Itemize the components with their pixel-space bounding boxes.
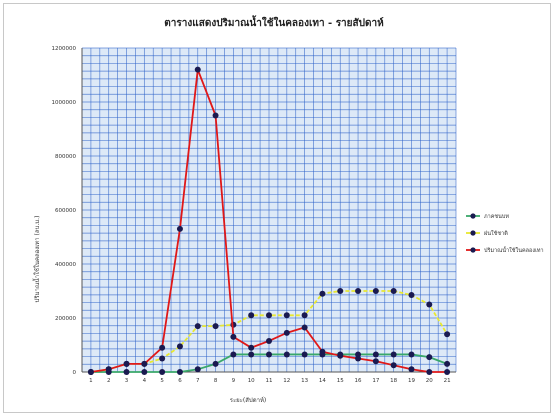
x-tick-label: 6 xyxy=(178,378,182,384)
x-tick-label: 2 xyxy=(107,378,111,384)
data-point xyxy=(212,323,219,330)
data-point xyxy=(266,351,272,358)
x-tick-label: 5 xyxy=(160,378,164,384)
data-point xyxy=(337,352,344,359)
x-tick-label: 8 xyxy=(214,378,218,384)
data-point xyxy=(301,351,308,358)
data-point xyxy=(408,366,415,373)
data-point xyxy=(212,360,219,367)
data-point xyxy=(444,360,451,367)
x-tick-label: 17 xyxy=(372,378,379,384)
data-point xyxy=(141,369,148,375)
legend-swatch-marker xyxy=(470,213,476,219)
data-point xyxy=(176,225,183,232)
data-point xyxy=(426,369,433,375)
data-point xyxy=(372,358,379,365)
data-point xyxy=(230,351,237,358)
data-point xyxy=(408,351,415,358)
x-tick-label: 14 xyxy=(319,378,326,384)
data-point xyxy=(408,292,415,299)
data-point xyxy=(444,369,451,375)
data-point xyxy=(194,323,201,330)
data-point xyxy=(159,344,166,351)
data-point xyxy=(426,354,433,361)
data-point xyxy=(355,355,362,362)
data-point xyxy=(390,288,397,294)
legend-label: ภาคชนบท xyxy=(484,213,509,220)
series-group xyxy=(87,66,451,375)
x-tick-label: 15 xyxy=(337,378,344,384)
data-point xyxy=(123,369,130,375)
x-tick-label: 10 xyxy=(248,378,255,384)
data-point xyxy=(319,290,326,297)
data-point xyxy=(337,288,344,294)
data-point xyxy=(355,288,362,294)
data-point xyxy=(105,366,112,373)
y-axis-label: ปริมาณน้ำใช้ในคลองเทา (ลบ.ม.) xyxy=(31,216,41,303)
legend-swatch-marker xyxy=(470,247,476,253)
x-tick-label: 4 xyxy=(143,378,147,384)
data-point xyxy=(372,288,379,294)
x-tick-label: 18 xyxy=(390,378,397,384)
data-point xyxy=(283,312,290,319)
data-point xyxy=(159,355,166,362)
x-tick-label: 16 xyxy=(355,378,362,384)
data-point xyxy=(283,351,290,358)
data-point xyxy=(194,66,201,73)
x-tick-label: 1 xyxy=(89,378,93,384)
chart-frame: ตารางแสดงปริมาณน้ำใช้ในคลองเทา - รายสัปด… xyxy=(3,3,551,413)
y-tick-label: 600000 xyxy=(55,208,76,214)
x-axis-label: ระยะ(สัปดาห์) xyxy=(230,396,267,404)
legend-label: ฝนใช้ชาติ xyxy=(484,230,508,237)
data-point xyxy=(194,366,201,373)
data-point xyxy=(283,329,290,336)
data-point xyxy=(87,369,94,375)
x-tick-label: 12 xyxy=(283,378,290,384)
data-point xyxy=(301,312,308,319)
data-point xyxy=(390,351,397,358)
y-tick-label: 1200000 xyxy=(52,46,77,52)
data-point xyxy=(444,331,451,338)
data-point xyxy=(176,369,183,375)
y-tick-label: 1000000 xyxy=(52,100,77,106)
data-point xyxy=(266,337,272,344)
data-point xyxy=(141,360,148,367)
data-point xyxy=(390,362,397,369)
x-tick-label: 11 xyxy=(266,378,273,384)
data-point xyxy=(426,301,433,308)
data-point xyxy=(248,351,255,358)
series-group xyxy=(87,351,451,375)
data-point xyxy=(372,351,379,358)
data-point xyxy=(248,344,255,351)
data-point xyxy=(176,343,183,350)
x-tick-label: 19 xyxy=(408,378,415,384)
y-tick-label: 200000 xyxy=(55,316,76,322)
x-tick-label: 20 xyxy=(426,378,433,384)
data-point xyxy=(266,312,272,319)
legend-label: ปริมาณน้ำใช้ในคลองเทา xyxy=(484,246,544,254)
chart-title: ตารางแสดงปริมาณน้ำใช้ในคลองเทา - รายสัปด… xyxy=(164,15,384,29)
x-tick-label: 9 xyxy=(232,378,236,384)
x-tick-label: 13 xyxy=(301,378,308,384)
data-point xyxy=(319,348,326,355)
x-tick-label: 7 xyxy=(196,378,200,384)
data-point xyxy=(159,369,166,375)
data-point xyxy=(301,324,308,331)
line-chart: ตารางแสดงปริมาณน้ำใช้ในคลองเทา - รายสัปด… xyxy=(31,15,544,404)
legend-swatch-marker xyxy=(470,230,476,236)
data-point xyxy=(123,360,130,367)
x-tick-label: 21 xyxy=(444,378,451,384)
y-tick-label: 0 xyxy=(73,370,77,376)
data-point xyxy=(230,333,237,340)
x-tick-label: 3 xyxy=(125,378,129,384)
y-tick-label: 800000 xyxy=(55,154,76,160)
data-point xyxy=(212,112,219,119)
y-tick-label: 400000 xyxy=(55,262,76,268)
data-point xyxy=(248,312,255,319)
